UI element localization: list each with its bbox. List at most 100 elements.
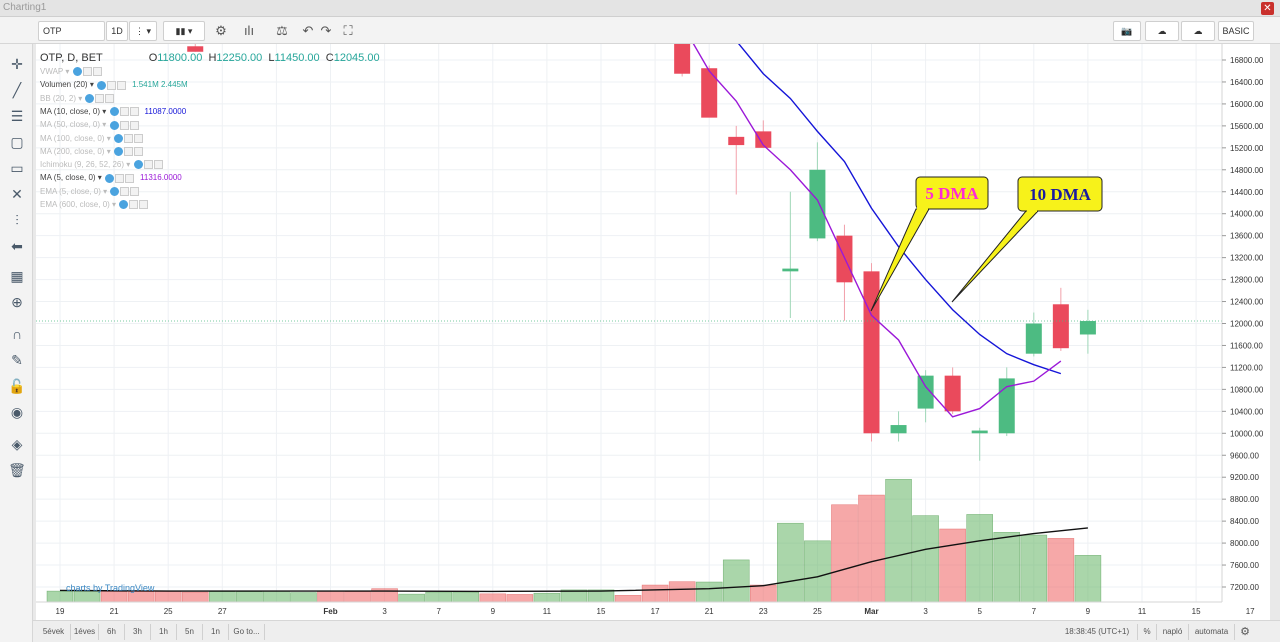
callout-icon[interactable]: ▭: [10, 160, 24, 176]
legend-indicator-row[interactable]: Volumen (20) ▾ 1.541M 2.445M: [40, 79, 188, 91]
indicator-menu-icon[interactable]: ▾: [100, 120, 109, 130]
trendline-icon[interactable]: ╱: [12, 82, 22, 98]
prediction-icon[interactable]: ⫶: [15, 212, 19, 228]
legend-indicator-row[interactable]: Ichimoku (9, 26, 52, 26) ▾: [40, 159, 169, 171]
compare-icon[interactable]: ⚖: [276, 23, 288, 38]
close-window-icon[interactable]: ✕: [1261, 2, 1274, 15]
chart-area[interactable]: charts by TradingView 12045.00 5 DMA 10 D…: [36, 10, 1270, 620]
close-icon[interactable]: [105, 93, 115, 103]
gear-icon[interactable]: [119, 107, 129, 117]
indicator-menu-icon[interactable]: ▾: [100, 186, 110, 196]
rectangle-icon[interactable]: ▢: [10, 134, 24, 150]
price-chart-svg[interactable]: charts by TradingView 12045.00 5 DMA 10 D…: [36, 10, 1270, 620]
pattern-icon[interactable]: ✕: [11, 186, 23, 202]
log-button[interactable]: napló: [1157, 624, 1189, 640]
zoom-icon[interactable]: ⊕: [11, 294, 23, 310]
arrow-left-icon[interactable]: ⬅: [11, 238, 23, 254]
layers-icon[interactable]: ◈: [11, 436, 23, 452]
camera-icon[interactable]: 📷: [1113, 21, 1141, 41]
close-icon[interactable]: [117, 80, 127, 90]
close-icon[interactable]: [139, 200, 149, 210]
interval-menu-icon[interactable]: ⋮ ▾: [129, 21, 157, 41]
close-icon[interactable]: [129, 120, 139, 130]
legend-symbol[interactable]: OTP, D, BET: [40, 52, 103, 64]
lock-icon[interactable]: 🔓: [8, 378, 26, 394]
chart-style-button[interactable]: ▮▮ ▾: [163, 21, 205, 41]
undo-icon[interactable]: ↶: [302, 23, 314, 38]
eye-icon[interactable]: [119, 200, 129, 210]
pencil-lock-icon[interactable]: ✎: [11, 352, 23, 368]
range-button[interactable]: 3h: [125, 624, 151, 640]
close-icon[interactable]: [133, 133, 143, 143]
measure-icon[interactable]: ▦: [10, 268, 24, 284]
close-icon[interactable]: [133, 147, 143, 157]
legend-indicator-row[interactable]: VWAP ▾: [40, 66, 108, 78]
eye-icon[interactable]: [109, 107, 119, 117]
indicator-menu-icon[interactable]: ▾: [100, 106, 109, 116]
gear-icon[interactable]: [82, 67, 92, 77]
eye-icon[interactable]: [113, 133, 123, 143]
legend-indicator-row[interactable]: MA (200, close, 0) ▾: [40, 146, 149, 158]
eye-icon[interactable]: ◉: [10, 404, 24, 420]
indicator-menu-icon[interactable]: ▾: [76, 93, 85, 103]
legend-indicator-row[interactable]: EMA (600, close, 0) ▾: [40, 199, 154, 211]
eye-icon[interactable]: [97, 80, 107, 90]
gear-icon[interactable]: [129, 200, 139, 210]
trash-icon[interactable]: 🗑: [8, 462, 26, 478]
gear-icon[interactable]: [95, 93, 105, 103]
legend-indicator-row[interactable]: MA (50, close, 0) ▾: [40, 119, 145, 131]
range-button[interactable]: 1n: [203, 624, 229, 640]
eye-icon[interactable]: [105, 173, 115, 183]
close-icon[interactable]: [129, 107, 139, 117]
range-button[interactable]: Go to...: [229, 624, 265, 640]
legend-indicator-row[interactable]: EMA (5, close, 0) ▾: [40, 186, 145, 198]
fib-icon[interactable]: ☰: [10, 108, 24, 124]
gear-icon[interactable]: [123, 147, 133, 157]
eye-icon[interactable]: [109, 120, 119, 130]
eye-icon[interactable]: [133, 160, 143, 170]
close-icon[interactable]: [125, 173, 135, 183]
eye-icon[interactable]: [85, 93, 95, 103]
settings-gear-icon[interactable]: ⚙: [1240, 626, 1250, 638]
fullscreen-icon[interactable]: ⛶: [343, 23, 353, 38]
indicators-icon[interactable]: ılı: [243, 23, 255, 38]
cloud-save-icon[interactable]: ☁: [1181, 21, 1215, 41]
legend-indicator-row[interactable]: MA (10, close, 0) ▾ 11087.0000: [40, 106, 186, 118]
symbol-search-input[interactable]: OTP: [38, 21, 105, 41]
indicator-menu-icon[interactable]: ▾: [104, 133, 113, 143]
crosshair-icon[interactable]: ✛: [11, 56, 23, 72]
close-icon[interactable]: [130, 187, 140, 197]
magnet-icon[interactable]: ∩: [11, 326, 23, 342]
gear-icon[interactable]: [120, 187, 130, 197]
redo-icon[interactable]: ↷: [320, 23, 332, 38]
gear-icon[interactable]: [119, 120, 129, 130]
auto-button[interactable]: automata: [1189, 624, 1235, 640]
indicator-menu-icon[interactable]: ▾: [124, 160, 133, 170]
indicator-menu-icon[interactable]: ▾: [95, 173, 105, 183]
range-button[interactable]: 1éves: [71, 624, 99, 640]
indicator-menu-icon[interactable]: ▾: [63, 67, 72, 76]
range-button[interactable]: 6h: [99, 624, 125, 640]
range-button[interactable]: 5évek: [37, 624, 71, 640]
legend-indicator-row[interactable]: BB (20, 2) ▾: [40, 93, 120, 105]
eye-icon[interactable]: [110, 187, 120, 197]
eye-icon[interactable]: [72, 67, 82, 77]
gear-icon[interactable]: ⚙: [215, 23, 227, 38]
gear-icon[interactable]: [115, 173, 125, 183]
gear-icon[interactable]: [123, 133, 133, 143]
indicator-menu-icon[interactable]: ▾: [87, 80, 97, 90]
indicator-menu-icon[interactable]: ▾: [104, 146, 113, 156]
close-icon[interactable]: [153, 160, 163, 170]
gear-icon[interactable]: [143, 160, 153, 170]
interval-button[interactable]: 1D: [106, 21, 128, 41]
indicator-menu-icon[interactable]: ▾: [109, 200, 119, 209]
percent-button[interactable]: %: [1137, 624, 1157, 640]
basic-mode-button[interactable]: BASIC: [1218, 21, 1254, 41]
legend-indicator-row[interactable]: MA (100, close, 0) ▾: [40, 133, 149, 145]
close-icon[interactable]: [92, 67, 102, 77]
gear-icon[interactable]: [107, 80, 117, 90]
range-button[interactable]: 1h: [151, 624, 177, 640]
eye-icon[interactable]: [113, 147, 123, 157]
cloud-load-icon[interactable]: ☁: [1145, 21, 1179, 41]
legend-indicator-row[interactable]: MA (5, close, 0) ▾ 11316.0000: [40, 172, 182, 184]
